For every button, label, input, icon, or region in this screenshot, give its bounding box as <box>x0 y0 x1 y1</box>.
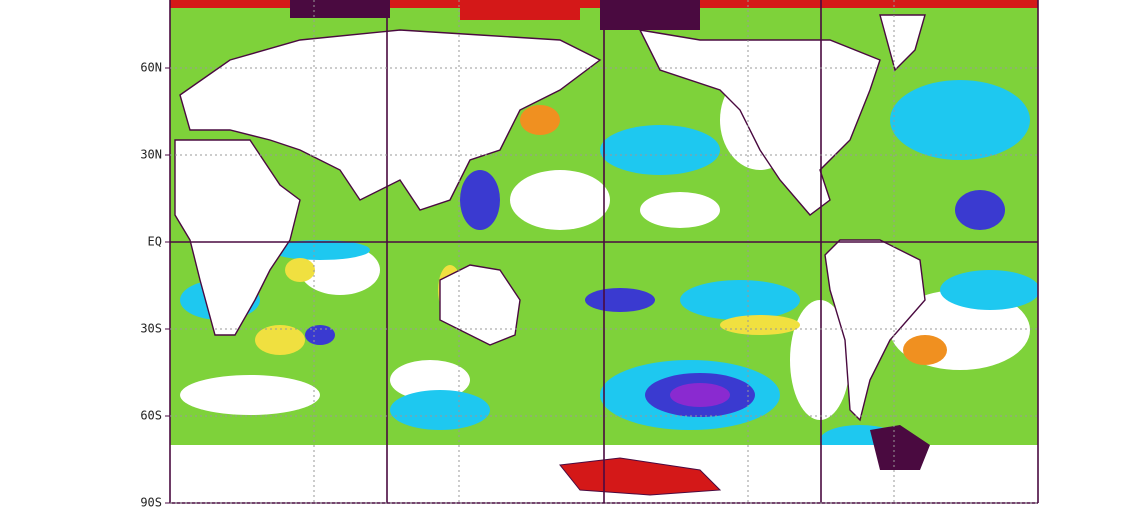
greenland <box>879 14 926 72</box>
eurasia <box>179 29 602 211</box>
africa <box>174 139 301 336</box>
latitude-label: 60N <box>140 61 162 75</box>
anomaly-field <box>170 0 1038 503</box>
frame <box>169 0 1039 504</box>
south-america <box>824 239 926 422</box>
latitude-label: 30S <box>140 322 162 336</box>
australia <box>439 264 521 346</box>
latitude-label: 90S <box>140 496 162 509</box>
north-america <box>638 29 881 216</box>
latitude-label: EQ <box>148 235 162 249</box>
latitude-label: 60S <box>140 409 162 423</box>
grid <box>313 0 895 503</box>
antarctica <box>559 457 722 496</box>
latitude-label: 30N <box>140 148 162 162</box>
antarctic-peninsula <box>870 425 930 470</box>
continents <box>174 14 930 496</box>
